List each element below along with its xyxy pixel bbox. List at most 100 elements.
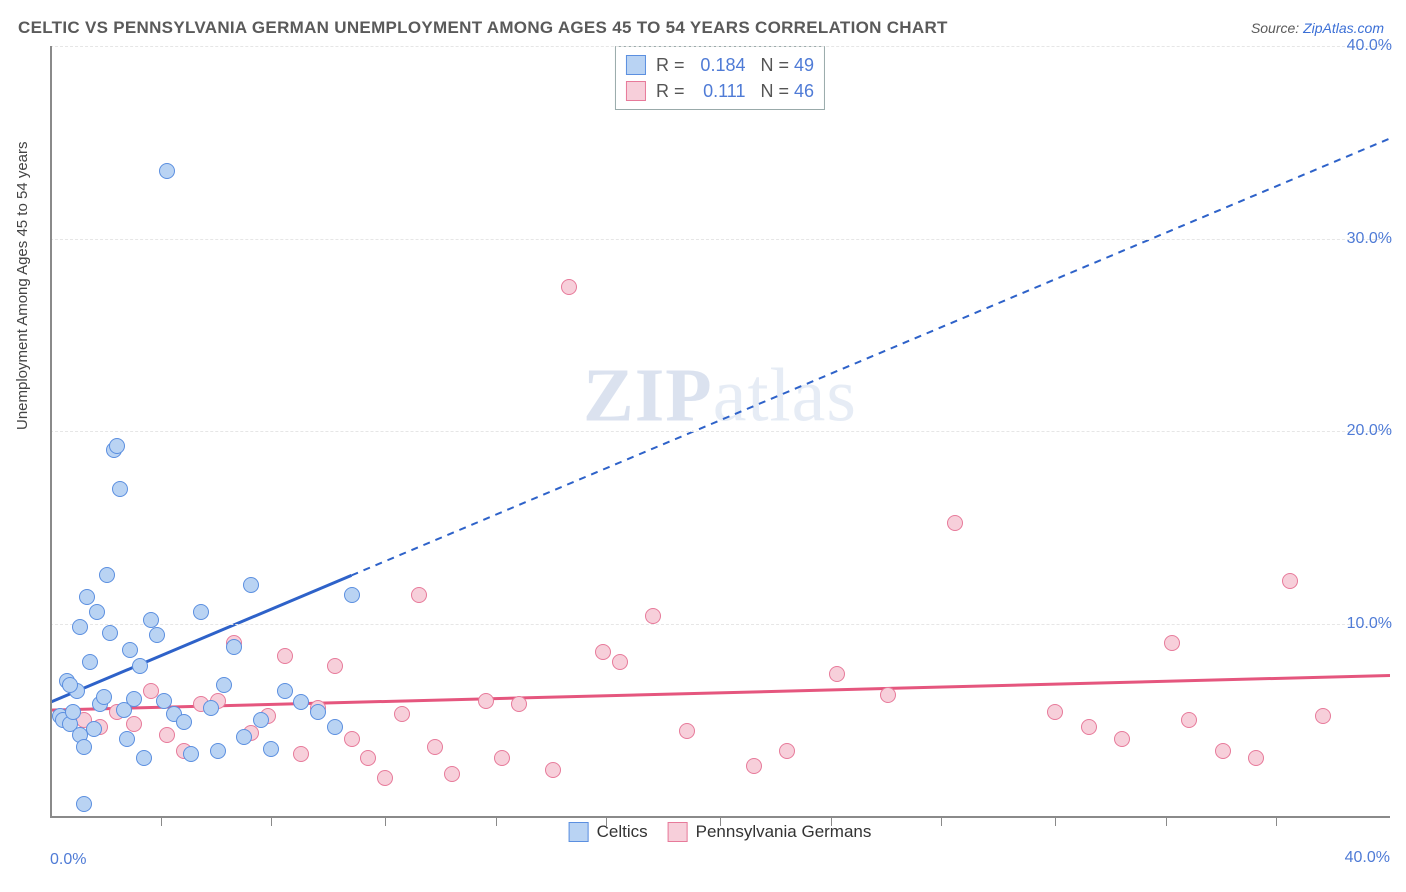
x-tick [496,816,497,826]
data-point-blue [96,689,112,705]
data-point-pink [360,750,376,766]
data-point-pink [1114,731,1130,747]
data-point-pink [779,743,795,759]
data-point-blue [149,627,165,643]
data-point-pink [377,770,393,786]
data-point-pink [494,750,510,766]
data-point-pink [344,731,360,747]
data-point-blue [210,743,226,759]
data-point-blue [193,604,209,620]
y-axis-line [50,46,52,816]
data-point-pink [411,587,427,603]
correlation-stats-box: R = 0.184 N = 49R = 0.111 N = 46 [615,46,825,110]
legend-label: Celtics [597,822,648,842]
source-link[interactable]: ZipAtlas.com [1303,20,1384,36]
data-point-blue [203,700,219,716]
data-point-blue [310,704,326,720]
x-tick [941,816,942,826]
legend-swatch [626,55,646,75]
data-point-blue [243,577,259,593]
data-point-pink [1248,750,1264,766]
data-point-pink [880,687,896,703]
gridline [50,431,1390,432]
y-tick-label: 40.0% [1347,37,1392,55]
data-point-blue [99,567,115,583]
data-point-blue [183,746,199,762]
legend-swatch [626,81,646,101]
x-tick-label: 40.0% [1345,849,1390,867]
gridline [50,624,1390,625]
x-tick [385,816,386,826]
data-point-blue [72,619,88,635]
data-point-blue [277,683,293,699]
legend-swatch [569,822,589,842]
data-point-pink [645,608,661,624]
data-point-pink [1181,712,1197,728]
data-point-pink [679,723,695,739]
y-tick-label: 30.0% [1347,230,1392,248]
data-point-pink [1215,743,1231,759]
data-point-pink [561,279,577,295]
legend-label: Pennsylvania Germans [696,822,872,842]
source-prefix: Source: [1251,20,1303,36]
x-tick [1055,816,1056,826]
data-point-pink [746,758,762,774]
data-point-pink [159,727,175,743]
data-point-blue [344,587,360,603]
data-point-blue [119,731,135,747]
data-point-pink [293,746,309,762]
data-point-pink [511,696,527,712]
trend-line [50,675,1390,710]
data-point-pink [612,654,628,670]
x-tick [1166,816,1167,826]
watermark: ZIPatlas [583,353,857,440]
data-point-blue [263,741,279,757]
chart-title: CELTIC VS PENNSYLVANIA GERMAN UNEMPLOYME… [18,18,948,38]
gridline [50,239,1390,240]
data-point-blue [136,750,152,766]
stat-text: R = 0.111 N = 46 [656,78,814,104]
y-axis-label: Unemployment Among Ages 45 to 54 years [14,141,31,430]
data-point-pink [1282,573,1298,589]
data-point-pink [478,693,494,709]
data-point-blue [143,612,159,628]
data-point-pink [126,716,142,732]
data-point-blue [76,739,92,755]
data-point-pink [277,648,293,664]
data-point-blue [159,163,175,179]
data-point-blue [89,604,105,620]
series-legend: Celtics Pennsylvania Germans [569,822,872,842]
data-point-blue [76,796,92,812]
data-point-blue [102,625,118,641]
data-point-blue [126,691,142,707]
data-point-pink [444,766,460,782]
data-point-blue [132,658,148,674]
data-point-pink [545,762,561,778]
data-point-blue [216,677,232,693]
stat-text: R = 0.184 N = 49 [656,52,814,78]
data-point-pink [1081,719,1097,735]
data-point-blue [86,721,102,737]
data-point-pink [829,666,845,682]
data-point-pink [327,658,343,674]
data-point-blue [226,639,242,655]
data-point-blue [79,589,95,605]
data-point-pink [1315,708,1331,724]
trend-line [352,138,1391,575]
data-point-blue [293,694,309,710]
data-point-blue [62,677,78,693]
data-point-blue [236,729,252,745]
data-point-blue [327,719,343,735]
x-tick [161,816,162,826]
data-point-blue [122,642,138,658]
data-point-blue [82,654,98,670]
plot-area: ZIPatlas R = 0.184 N = 49R = 0.111 N = 4… [50,46,1390,842]
data-point-pink [394,706,410,722]
trend-line [50,575,352,702]
data-point-pink [427,739,443,755]
data-point-blue [112,481,128,497]
y-tick-label: 10.0% [1347,615,1392,633]
legend-swatch [668,822,688,842]
x-tick [1276,816,1277,826]
data-point-blue [176,714,192,730]
